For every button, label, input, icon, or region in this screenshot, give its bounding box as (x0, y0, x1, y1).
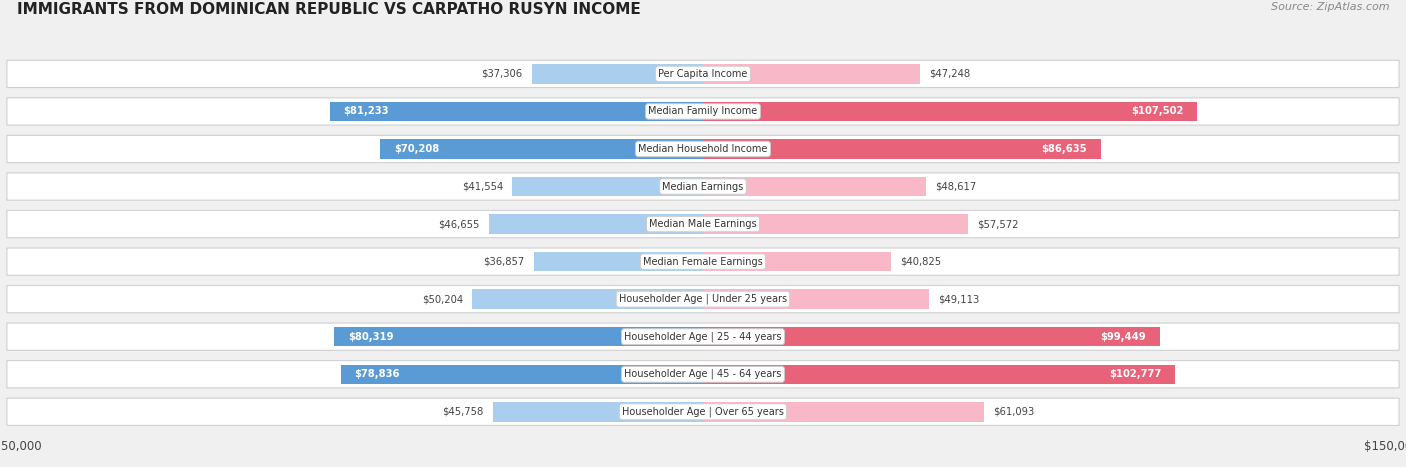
FancyBboxPatch shape (7, 173, 1399, 200)
Text: $40,825: $40,825 (900, 256, 941, 267)
Text: $45,758: $45,758 (443, 407, 484, 417)
Bar (703, 402, 984, 422)
Bar (703, 327, 1160, 347)
FancyBboxPatch shape (7, 98, 1399, 125)
Text: $102,777: $102,777 (1109, 369, 1161, 379)
Text: $80,319: $80,319 (347, 332, 394, 342)
Bar (703, 214, 967, 234)
Bar (531, 64, 703, 84)
Text: Median Family Income: Median Family Income (648, 106, 758, 116)
Bar (534, 252, 703, 271)
Bar (472, 290, 703, 309)
Text: $48,617: $48,617 (935, 182, 977, 191)
Text: Median Household Income: Median Household Income (638, 144, 768, 154)
FancyBboxPatch shape (7, 60, 1399, 87)
Bar (703, 365, 1175, 384)
Text: $47,248: $47,248 (929, 69, 970, 79)
Text: $70,208: $70,208 (394, 144, 440, 154)
Text: Median Male Earnings: Median Male Earnings (650, 219, 756, 229)
FancyBboxPatch shape (7, 398, 1399, 425)
Bar (340, 365, 703, 384)
Text: Per Capita Income: Per Capita Income (658, 69, 748, 79)
FancyBboxPatch shape (7, 135, 1399, 163)
Text: $57,572: $57,572 (977, 219, 1018, 229)
Text: $99,449: $99,449 (1101, 332, 1146, 342)
Bar (703, 64, 920, 84)
Bar (703, 290, 928, 309)
Text: $107,502: $107,502 (1130, 106, 1184, 116)
Bar (330, 102, 703, 121)
Bar (492, 402, 703, 422)
Text: Median Female Earnings: Median Female Earnings (643, 256, 763, 267)
Text: $61,093: $61,093 (993, 407, 1035, 417)
Text: $37,306: $37,306 (481, 69, 523, 79)
Text: $41,554: $41,554 (461, 182, 503, 191)
Text: $49,113: $49,113 (938, 294, 979, 304)
Text: $78,836: $78,836 (354, 369, 401, 379)
Bar (703, 177, 927, 196)
Bar (703, 102, 1197, 121)
FancyBboxPatch shape (7, 211, 1399, 238)
Text: Median Earnings: Median Earnings (662, 182, 744, 191)
Bar (489, 214, 703, 234)
Text: Source: ZipAtlas.com: Source: ZipAtlas.com (1271, 2, 1389, 12)
Text: Householder Age | Over 65 years: Householder Age | Over 65 years (621, 407, 785, 417)
Bar (335, 327, 703, 347)
Bar (703, 139, 1101, 159)
Text: Householder Age | 45 - 64 years: Householder Age | 45 - 64 years (624, 369, 782, 380)
Text: $86,635: $86,635 (1042, 144, 1087, 154)
FancyBboxPatch shape (7, 361, 1399, 388)
Text: $50,204: $50,204 (422, 294, 463, 304)
Text: Householder Age | Under 25 years: Householder Age | Under 25 years (619, 294, 787, 304)
Text: $36,857: $36,857 (484, 256, 524, 267)
Text: Householder Age | 25 - 44 years: Householder Age | 25 - 44 years (624, 332, 782, 342)
Text: $46,655: $46,655 (439, 219, 479, 229)
Text: $81,233: $81,233 (343, 106, 389, 116)
Bar (381, 139, 703, 159)
Text: IMMIGRANTS FROM DOMINICAN REPUBLIC VS CARPATHO RUSYN INCOME: IMMIGRANTS FROM DOMINICAN REPUBLIC VS CA… (17, 2, 641, 17)
Bar (512, 177, 703, 196)
FancyBboxPatch shape (7, 323, 1399, 350)
Bar (703, 252, 890, 271)
FancyBboxPatch shape (7, 248, 1399, 275)
FancyBboxPatch shape (7, 285, 1399, 313)
